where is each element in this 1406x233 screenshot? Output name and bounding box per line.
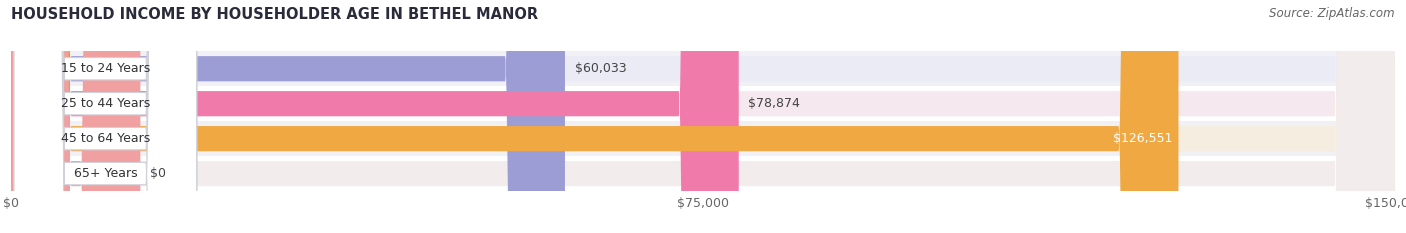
FancyBboxPatch shape [11, 0, 738, 233]
Text: 15 to 24 Years: 15 to 24 Years [60, 62, 150, 75]
Bar [11, 86, 1395, 121]
FancyBboxPatch shape [11, 0, 1178, 233]
FancyBboxPatch shape [14, 0, 197, 233]
Bar [11, 121, 1395, 156]
FancyBboxPatch shape [11, 0, 1395, 233]
FancyBboxPatch shape [14, 0, 197, 233]
FancyBboxPatch shape [14, 0, 197, 233]
FancyBboxPatch shape [11, 0, 565, 233]
Text: 25 to 44 Years: 25 to 44 Years [60, 97, 150, 110]
Text: 65+ Years: 65+ Years [73, 167, 138, 180]
Text: Source: ZipAtlas.com: Source: ZipAtlas.com [1270, 7, 1395, 20]
Text: 45 to 64 Years: 45 to 64 Years [60, 132, 150, 145]
FancyBboxPatch shape [11, 0, 1395, 233]
FancyBboxPatch shape [11, 0, 1395, 233]
FancyBboxPatch shape [11, 0, 1395, 233]
Bar [11, 51, 1395, 86]
Text: $126,551: $126,551 [1114, 132, 1173, 145]
FancyBboxPatch shape [14, 0, 197, 233]
Text: $60,033: $60,033 [575, 62, 626, 75]
Text: $78,874: $78,874 [748, 97, 800, 110]
Text: $0: $0 [150, 167, 166, 180]
FancyBboxPatch shape [11, 0, 141, 233]
Bar [11, 156, 1395, 191]
Text: HOUSEHOLD INCOME BY HOUSEHOLDER AGE IN BETHEL MANOR: HOUSEHOLD INCOME BY HOUSEHOLDER AGE IN B… [11, 7, 538, 22]
